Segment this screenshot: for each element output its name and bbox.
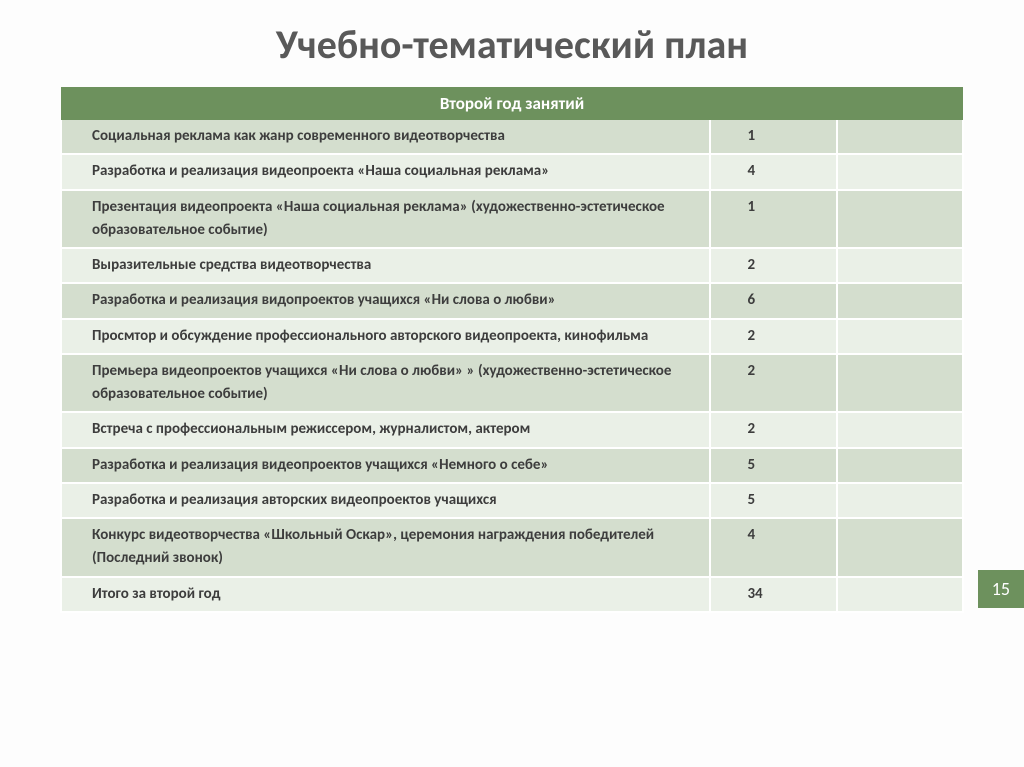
cell-description: Разработка и реализация авторских видеоп… bbox=[61, 483, 710, 518]
table-row: Просмтор и обсуждение профессионального … bbox=[61, 319, 963, 354]
curriculum-table: Второй год занятийСоциальная реклама как… bbox=[60, 87, 964, 613]
table-header-row: Второй год занятий bbox=[61, 87, 963, 120]
table-row: Разработка и реализация видеопроектов уч… bbox=[61, 448, 963, 483]
table-body: Второй год занятийСоциальная реклама как… bbox=[61, 87, 963, 612]
cell-description: Конкурс видеотворчества «Школьный Оскар»… bbox=[61, 518, 710, 577]
table-row: Конкурс видеотворчества «Школьный Оскар»… bbox=[61, 518, 963, 577]
cell-hours: 5 bbox=[710, 448, 836, 483]
cell-description: Социальная реклама как жанр современного… bbox=[61, 120, 710, 154]
cell-hours: 6 bbox=[710, 283, 836, 318]
table-row: Итого за второй год34 bbox=[61, 577, 963, 612]
cell-hours: 2 bbox=[710, 248, 836, 283]
cell-description: Разработка и реализация видеопроекта «На… bbox=[61, 154, 710, 189]
table-row: Разработка и реализация видеопроекта «На… bbox=[61, 154, 963, 189]
cell-description: Просмтор и обсуждение профессионального … bbox=[61, 319, 710, 354]
cell-empty bbox=[837, 248, 963, 283]
cell-empty bbox=[837, 577, 963, 612]
cell-hours: 5 bbox=[710, 483, 836, 518]
cell-empty bbox=[837, 190, 963, 249]
cell-empty bbox=[837, 283, 963, 318]
page-title: Учебно-тематический план bbox=[60, 20, 964, 69]
cell-empty bbox=[837, 412, 963, 447]
cell-hours: 1 bbox=[710, 190, 836, 249]
table-row: Разработка и реализация видопроектов уча… bbox=[61, 283, 963, 318]
table-row: Разработка и реализация авторских видеоп… bbox=[61, 483, 963, 518]
page-number-badge: 15 bbox=[978, 570, 1024, 608]
cell-hours: 1 bbox=[710, 120, 836, 154]
cell-empty bbox=[837, 448, 963, 483]
table-row: Встреча с профессиональным режиссером, ж… bbox=[61, 412, 963, 447]
cell-empty bbox=[837, 120, 963, 154]
table-row: Выразительные средства видеотворчества2 bbox=[61, 248, 963, 283]
cell-description: Разработка и реализация видеопроектов уч… bbox=[61, 448, 710, 483]
cell-empty bbox=[837, 483, 963, 518]
cell-hours: 4 bbox=[710, 154, 836, 189]
table-row: Премьера видеопроектов учащихся «Ни слов… bbox=[61, 354, 963, 413]
cell-empty bbox=[837, 518, 963, 577]
table-header-cell: Второй год занятий bbox=[61, 87, 963, 120]
cell-hours: 2 bbox=[710, 412, 836, 447]
table-row: Социальная реклама как жанр современного… bbox=[61, 120, 963, 154]
slide: Учебно-тематический план Второй год заня… bbox=[0, 0, 1024, 767]
cell-description: Встреча с профессиональным режиссером, ж… bbox=[61, 412, 710, 447]
cell-empty bbox=[837, 154, 963, 189]
cell-description: Презентация видеопроекта «Наша социальна… bbox=[61, 190, 710, 249]
cell-hours: 34 bbox=[710, 577, 836, 612]
cell-hours: 2 bbox=[710, 354, 836, 413]
table-row: Презентация видеопроекта «Наша социальна… bbox=[61, 190, 963, 249]
cell-empty bbox=[837, 354, 963, 413]
cell-description: Выразительные средства видеотворчества bbox=[61, 248, 710, 283]
cell-hours: 4 bbox=[710, 518, 836, 577]
cell-description: Премьера видеопроектов учащихся «Ни слов… bbox=[61, 354, 710, 413]
cell-description: Разработка и реализация видопроектов уча… bbox=[61, 283, 710, 318]
cell-description: Итого за второй год bbox=[61, 577, 710, 612]
cell-empty bbox=[837, 319, 963, 354]
cell-hours: 2 bbox=[710, 319, 836, 354]
